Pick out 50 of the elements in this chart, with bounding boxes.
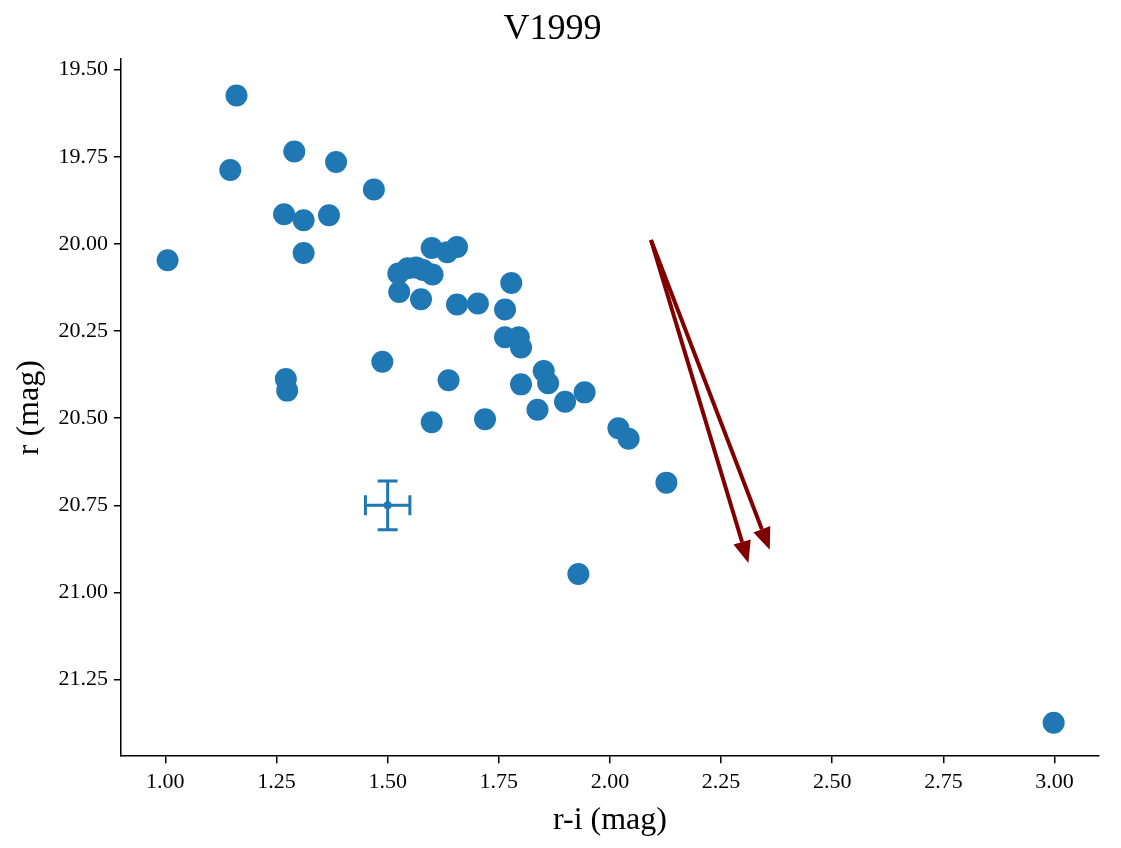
point [362,178,385,201]
point [573,381,596,404]
x-tick-label: 2.75 [924,768,963,794]
x-axis-title: r-i (mag) [552,800,667,837]
point [410,288,432,311]
point [554,390,577,413]
point [500,271,523,294]
x-tick-label: 3.00 [1035,768,1074,794]
y-tick-label: 21.00 [58,578,108,604]
point [436,241,459,264]
point [317,204,340,227]
point [510,373,533,396]
y-tick-label: 21.25 [58,665,108,691]
point [446,293,469,316]
x-tick-label: 1.75 [479,768,519,794]
point [283,140,306,163]
point [474,408,497,431]
point [156,249,179,272]
y-tick-label: 20.50 [58,403,108,429]
point [292,209,315,232]
x-tick-label: 1.00 [146,768,185,794]
point [537,372,560,395]
point [273,203,296,226]
x-tick-label: 2.00 [590,768,630,794]
point [325,151,348,174]
point [1042,711,1065,734]
y-tick-label: 19.75 [58,142,108,168]
point [526,398,549,421]
point [466,292,489,315]
point [225,84,248,107]
x-tick-label: 1.25 [257,768,296,794]
point [567,562,590,585]
x-tick-label: 1.50 [368,768,407,794]
y-tick-label: 20.75 [58,491,108,517]
point [388,281,411,303]
point [655,471,678,494]
y-tick-label: 19.50 [58,55,108,81]
x-tick-label: 2.25 [701,768,741,794]
point [292,241,315,264]
point [219,159,242,182]
point [420,411,443,434]
x-tick-label: 2.50 [813,768,852,794]
point [371,350,394,373]
point [617,427,640,450]
chart-title: V1999 [503,7,602,48]
y-tick-label: 20.25 [58,316,108,342]
point [437,369,460,392]
point [494,298,517,321]
y-axis-title: r (mag) [8,360,45,456]
y-tick-label: 20.00 [58,229,108,255]
